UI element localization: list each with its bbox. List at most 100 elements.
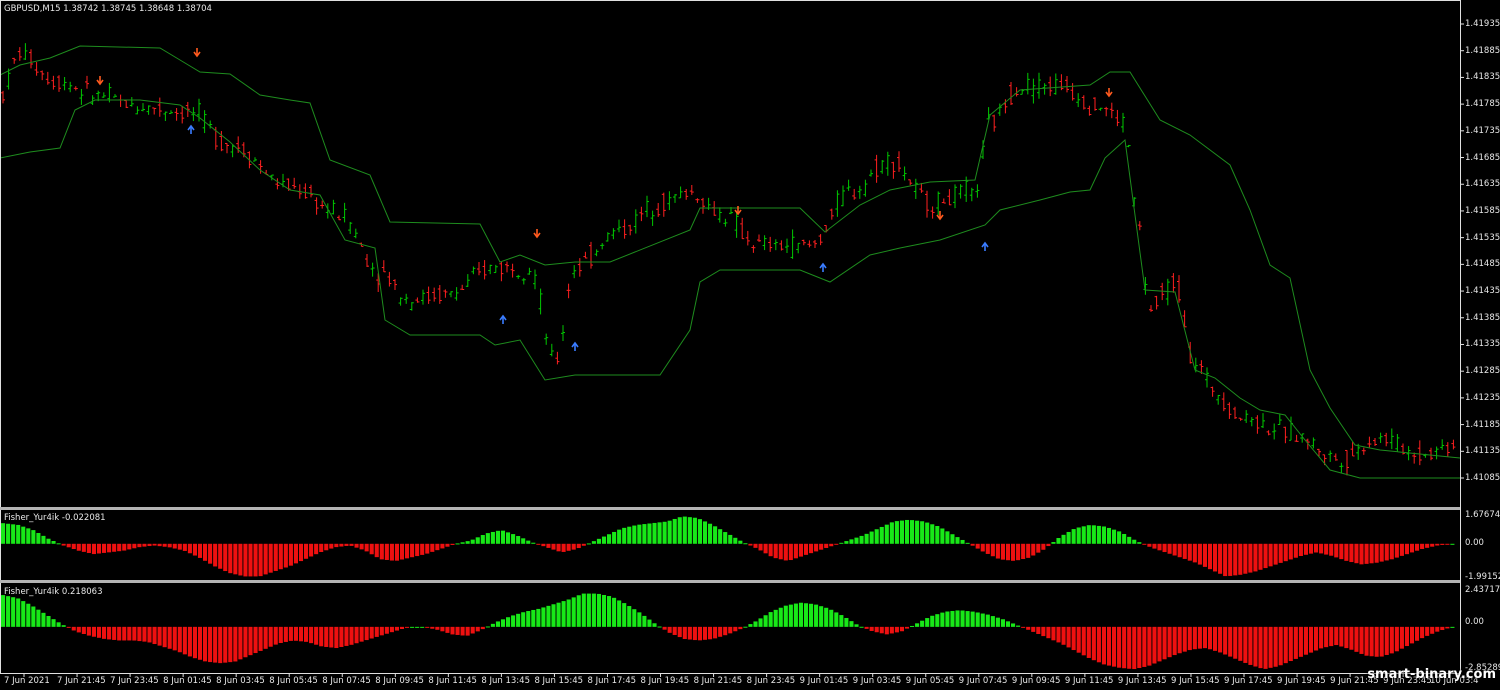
fisher-bar (51, 619, 56, 627)
fisher-bar (975, 612, 980, 627)
time-label: 7 Jun 21:45 (57, 676, 106, 686)
fisher-bar (253, 543, 258, 577)
fisher-bar (1157, 626, 1162, 662)
fisher-bar (324, 543, 329, 551)
fisher-bar (702, 521, 708, 544)
fisher-bar (203, 626, 208, 662)
fisher-bar (339, 543, 344, 547)
fisher-bar (309, 543, 314, 557)
fisher-bar (1303, 626, 1308, 655)
fisher-bar (1334, 543, 1339, 558)
fisher-bar (233, 543, 238, 575)
fisher-bar (713, 626, 718, 639)
fisher-bar (1243, 626, 1248, 663)
up-arrow-icon (571, 341, 579, 351)
fisher-bar (819, 543, 824, 550)
fisher-bar (288, 543, 293, 566)
fisher-bar (364, 543, 369, 552)
price-bar (1115, 109, 1120, 127)
fisher-bar (112, 626, 117, 640)
fisher-bar (864, 626, 869, 629)
fisher-bar (334, 543, 339, 548)
fisher-bar (1192, 626, 1197, 650)
fisher-bar (253, 626, 258, 654)
fisher-bar (985, 614, 990, 627)
fisher-bar (975, 543, 980, 549)
fisher-bar (1167, 626, 1172, 658)
fisher-bar (601, 594, 607, 627)
price-bar (1216, 394, 1221, 405)
fisher-bar (26, 528, 31, 544)
price-bar (169, 110, 173, 115)
time-label: 8 Jun 07:45 (322, 676, 371, 686)
fisher-bar (1106, 626, 1112, 666)
price-bar (12, 57, 17, 64)
fisher-bar (1147, 626, 1152, 666)
fisher-bar (566, 599, 571, 627)
price-bar (1087, 105, 1092, 116)
fisher-bar (374, 626, 379, 637)
fisher-bar (16, 598, 21, 627)
price-bar (958, 184, 963, 199)
price-bar (874, 154, 879, 183)
fisher-bar (1026, 543, 1031, 558)
fisher-bar (1339, 543, 1344, 560)
price-bar (835, 190, 840, 217)
fisher-bar (576, 595, 581, 627)
fisher-bar (223, 543, 228, 572)
fisher-bar (258, 543, 263, 577)
fisher-bar (1036, 626, 1041, 634)
price-bar (745, 230, 750, 246)
fisher-bar (925, 522, 930, 544)
price-bar (225, 142, 229, 154)
fisher-bar (970, 611, 975, 627)
fisher-bar (824, 607, 829, 627)
fisher-bar (581, 593, 586, 627)
fisher-bar (248, 626, 253, 656)
down-arrow-icon (193, 48, 201, 58)
price-bar (600, 243, 605, 250)
fisher-bar (899, 520, 904, 544)
fisher-bar (86, 543, 91, 554)
fisher-bar (662, 521, 667, 544)
fisher-bar (511, 534, 516, 544)
fisher-histogram-2-layer (1, 593, 1455, 670)
fisher-bar (980, 613, 985, 627)
fisher-bar (500, 619, 506, 627)
price-bar (1373, 437, 1377, 447)
price-bar (118, 94, 123, 107)
price-bars-layer (1, 43, 1456, 476)
fisher-bar (753, 621, 758, 627)
price-bar (90, 95, 95, 105)
fisher-bar (1016, 625, 1021, 627)
fisher-bar (440, 543, 445, 549)
fisher-bar (192, 626, 197, 659)
fisher-bar (809, 543, 814, 554)
fisher-bar (495, 621, 500, 627)
price-bar (589, 241, 593, 269)
fisher-bar (117, 543, 122, 552)
price-bar (152, 107, 157, 115)
down-arrow-icon (936, 211, 944, 221)
fisher-bar (218, 543, 223, 569)
fisher-bar (425, 543, 430, 554)
price-bar (387, 271, 392, 287)
fisher-bar (1238, 626, 1243, 661)
time-label: 9 Jun 19:45 (1277, 676, 1326, 686)
fisher-bar (1450, 626, 1455, 628)
fisher-bar (1051, 542, 1056, 544)
fisher-bar (854, 624, 859, 627)
price-bar (857, 185, 862, 199)
fisher-bar (819, 606, 824, 627)
fisher-bar (763, 615, 768, 627)
fisher-bar (137, 626, 142, 642)
fisher-bar (1263, 626, 1268, 669)
panel-separator (0, 580, 1461, 583)
fisher-bar (1132, 626, 1137, 670)
fisher-bar (46, 615, 51, 627)
price-bar (863, 179, 868, 197)
fisher-bar (213, 626, 218, 663)
price-bar (1171, 273, 1176, 293)
price-bar (953, 184, 957, 209)
